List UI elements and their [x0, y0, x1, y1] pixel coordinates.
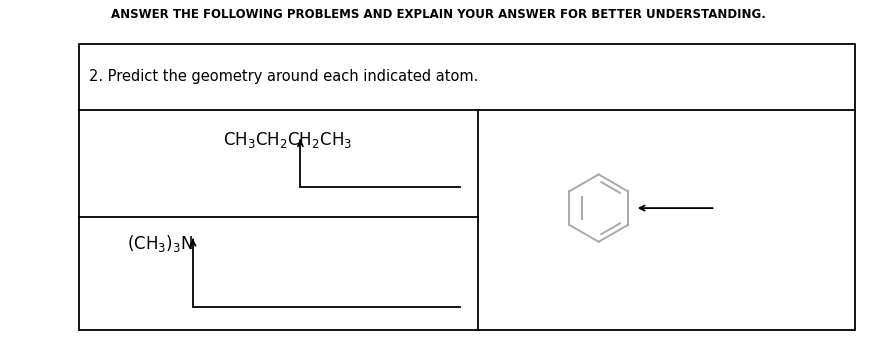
Text: 2. Predict the geometry around each indicated atom.: 2. Predict the geometry around each indi…: [89, 69, 479, 84]
Text: ANSWER THE FOLLOWING PROBLEMS AND EXPLAIN YOUR ANSWER FOR BETTER UNDERSTANDING.: ANSWER THE FOLLOWING PROBLEMS AND EXPLAI…: [111, 8, 766, 22]
Text: $\mathregular{(CH_3)_3N}$: $\mathregular{(CH_3)_3N}$: [127, 233, 193, 253]
Text: $\mathregular{CH_3CH_2CH_2CH_3}$: $\mathregular{CH_3CH_2CH_2CH_3}$: [223, 130, 352, 150]
